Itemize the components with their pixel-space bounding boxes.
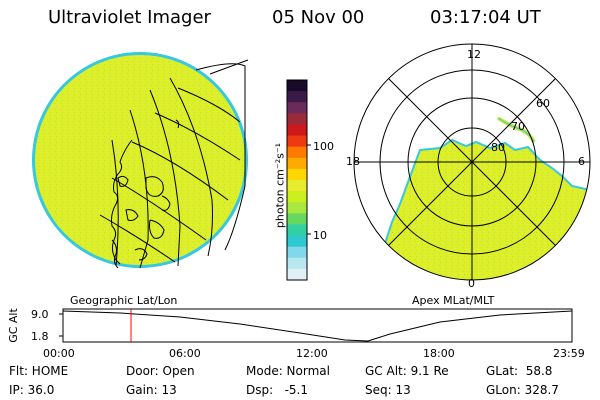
colorbar-label-10: 10	[313, 229, 327, 242]
status-dsp: Dsp: -5.1	[246, 383, 309, 397]
mlt-label-12: 12	[467, 48, 481, 61]
colorbar-unit-label: photon cm⁻²s⁻¹	[273, 142, 287, 229]
coastlines	[111, 119, 180, 269]
status-gc-alt: GC Alt: 9.1 Re	[365, 364, 449, 378]
gc-alt-curve	[62, 310, 573, 342]
status-flt: Flt: HOME	[9, 364, 69, 378]
status-mode: Mode: Normal	[246, 364, 330, 378]
polar-image	[353, 43, 591, 281]
mlt-label-0: 0	[468, 277, 475, 290]
auroral-fill	[378, 138, 590, 280]
status-gain: Gain: 13	[126, 383, 177, 397]
gc-alt-axis-label: GC Alt	[6, 308, 20, 343]
colorbar-stripe	[287, 91, 307, 103]
x-tick-0000: 00:00	[43, 347, 75, 360]
mlat-label-80: 80	[491, 141, 505, 154]
polar-panel-label: Apex MLat/MLT	[412, 294, 495, 307]
mlt-label-6: 6	[578, 155, 585, 168]
colorbar-stripe	[287, 124, 307, 137]
x-tick-0600: 06:00	[169, 347, 201, 360]
x-tick-1800: 18:00	[423, 347, 455, 360]
timeline-frame	[62, 308, 573, 343]
date-label: 05 Nov 00	[272, 7, 365, 28]
colorbar-stripe	[287, 246, 307, 259]
time-label: 03:17:04 UT	[430, 7, 541, 28]
colorbar-stripes	[287, 80, 307, 281]
geo-disk	[35, 55, 245, 265]
colorbar-stripe	[287, 213, 307, 226]
colorbar-stripe	[287, 191, 307, 203]
y-tick-label-low: 1.8	[31, 330, 49, 343]
colorbar-stripe	[287, 180, 307, 192]
colorbar-stripe	[287, 113, 307, 126]
colorbar-stripe	[287, 80, 307, 92]
x-tick-1200: 12:00	[296, 347, 328, 360]
colorbar-stripe	[287, 257, 307, 270]
mlat-label-60: 60	[536, 97, 550, 110]
status-glat: GLat: 58.8	[486, 364, 553, 378]
colorbar-stripe	[287, 102, 307, 114]
timeline-plot	[59, 308, 573, 343]
colorbar	[286, 79, 311, 281]
status-ip: IP: 36.0	[9, 383, 55, 397]
y-tick-label-high: 9.0	[31, 308, 49, 321]
mlt-line-diag-2	[388, 78, 556, 246]
status-seq: Seq: 13	[365, 383, 411, 397]
status-glon: GLon: 328.7	[486, 383, 559, 397]
colorbar-stripe	[287, 202, 307, 214]
geo-grid	[99, 59, 249, 269]
colorbar-frame	[286, 79, 308, 281]
mlat-label-70: 70	[511, 120, 525, 133]
x-tick-2359: 23:59	[553, 347, 585, 360]
geo-panel-label: Geographic Lat/Lon	[70, 294, 178, 307]
mlt-label-18: 18	[346, 155, 360, 168]
colorbar-stripe	[287, 224, 307, 237]
colorbar-label-100: 100	[313, 140, 334, 153]
colorbar-stripe	[287, 157, 307, 170]
app-title: Ultraviolet Imager	[48, 7, 211, 28]
colorbar-stripe	[287, 168, 307, 181]
geographic-image	[32, 52, 249, 269]
colorbar-stripe	[287, 235, 307, 248]
status-door: Door: Open	[126, 364, 195, 378]
colorbar-stripe	[287, 146, 307, 159]
colorbar-stripe	[287, 268, 307, 281]
colorbar-stripe	[287, 135, 307, 148]
polar-grid	[353, 43, 591, 281]
